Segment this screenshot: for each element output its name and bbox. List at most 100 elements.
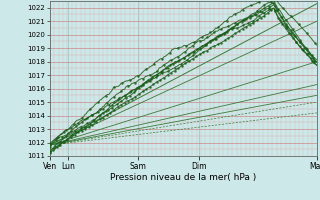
Point [284, 23, 289, 26]
Point [297, 40, 302, 44]
Point [184, 44, 189, 47]
Point [261, 7, 267, 10]
Point [230, 26, 235, 29]
Point [61, 131, 67, 134]
Point [294, 41, 299, 44]
Point [278, 18, 283, 21]
Point [79, 116, 84, 120]
Point [76, 121, 81, 125]
Point [235, 23, 240, 26]
Point [226, 29, 231, 32]
Point [87, 108, 92, 111]
Point [232, 13, 237, 16]
Point [240, 8, 245, 11]
Point [240, 27, 245, 30]
Point [216, 25, 221, 28]
Point [103, 110, 108, 113]
Point [288, 28, 293, 32]
Point [47, 150, 52, 153]
Point [83, 118, 88, 121]
Point [119, 81, 124, 85]
Point [144, 81, 149, 84]
Point [109, 106, 115, 109]
Point [52, 144, 58, 147]
Point [181, 56, 186, 59]
Point [147, 85, 152, 89]
Point [151, 83, 156, 86]
Point [251, 19, 256, 22]
Point [51, 149, 56, 152]
Point [71, 122, 76, 126]
Point [197, 53, 202, 56]
Point [55, 135, 60, 138]
Point [60, 140, 66, 143]
Point [226, 25, 231, 28]
Point [312, 41, 317, 45]
Point [147, 80, 152, 83]
Point [192, 50, 197, 53]
Point [226, 37, 231, 40]
Point [111, 100, 116, 104]
Point [261, 3, 267, 6]
Point [260, 10, 265, 13]
Point [78, 128, 84, 131]
Point [129, 97, 134, 101]
Point [233, 32, 238, 35]
Point [216, 35, 221, 38]
Point [92, 119, 97, 122]
Point [140, 90, 145, 93]
Point [169, 59, 174, 62]
Point [144, 68, 149, 71]
Point [283, 18, 288, 21]
Point [177, 59, 182, 62]
Point [267, 8, 272, 11]
Point [114, 103, 119, 106]
Point [219, 34, 224, 37]
Point [65, 137, 70, 140]
Point [117, 96, 122, 99]
Point [201, 51, 206, 54]
Point [265, 11, 270, 15]
Point [176, 55, 181, 58]
Point [152, 62, 157, 65]
Point [144, 88, 149, 91]
Point [199, 45, 204, 48]
Point [254, 10, 260, 13]
Point [296, 23, 301, 26]
Point [127, 91, 132, 94]
Point [301, 49, 306, 52]
X-axis label: Pression niveau de la mer( hPa ): Pression niveau de la mer( hPa ) [110, 173, 256, 182]
Point [96, 115, 101, 118]
Point [166, 69, 171, 73]
Point [286, 32, 292, 35]
Point [204, 44, 209, 47]
Point [191, 54, 196, 57]
Point [179, 64, 184, 67]
Point [109, 104, 115, 107]
Point [228, 27, 234, 30]
Point [247, 23, 252, 26]
Point [283, 25, 288, 28]
Point [126, 99, 131, 102]
Point [270, 2, 276, 5]
Point [136, 92, 141, 96]
Point [194, 55, 199, 58]
Point [111, 85, 116, 89]
Point [254, 19, 260, 22]
Point [149, 77, 154, 81]
Point [203, 43, 208, 46]
Point [276, 8, 281, 11]
Point [118, 100, 124, 103]
Point [288, 32, 293, 35]
Point [90, 113, 95, 117]
Point [58, 140, 63, 143]
Point [79, 129, 84, 132]
Point [60, 135, 65, 138]
Point [141, 82, 146, 85]
Point [68, 135, 74, 139]
Point [153, 75, 158, 79]
Point [236, 30, 242, 33]
Point [275, 8, 280, 12]
Point [310, 60, 315, 63]
Point [58, 143, 63, 146]
